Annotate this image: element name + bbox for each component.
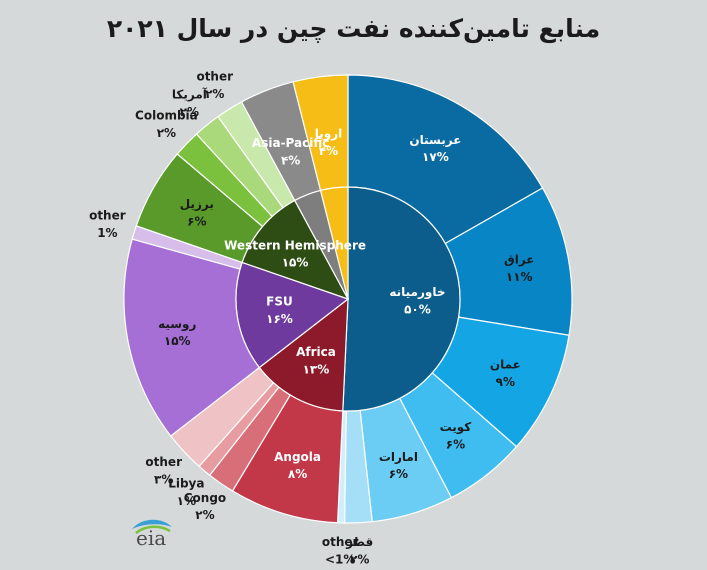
inner-slice-label: Western Hemisphere ۱۵% xyxy=(224,238,366,269)
inner-slice-label: FSU ۱۶% xyxy=(266,295,293,326)
outer-slice-label: other ۳% xyxy=(145,455,182,486)
outer-slice-label: Congo ۲% xyxy=(184,491,226,522)
outer-slice-label: other ۲% xyxy=(196,69,233,100)
eia-logo-icon xyxy=(132,519,172,535)
inner-slice-label: Asia-Pacific ۴% xyxy=(252,136,329,167)
inner-slice-label: اروپا ۴% xyxy=(315,127,343,158)
chart-labels: عربستان ۱۷% عراق ۱۱% عمان ۹% کویت ۶% امارات ۶% قطر… xyxy=(89,69,534,566)
inner-slice-label: Africa ۱۳% xyxy=(296,345,336,376)
eia-logo-text: eia xyxy=(136,526,167,550)
outer-slice-label: عراق ۱۱% xyxy=(504,252,535,283)
outer-slice-label: برزیل ۶% xyxy=(180,197,214,228)
inner-ring xyxy=(235,186,461,412)
inner-slice xyxy=(235,261,350,369)
outer-slice-label: Libya ۱% xyxy=(168,477,204,508)
outer-slice-label: عربستان ۱۷% xyxy=(409,133,461,164)
inner-slice xyxy=(241,199,350,301)
inner-slice xyxy=(258,297,349,412)
outer-slice-label: Angola ۸% xyxy=(274,450,321,481)
outer-ring xyxy=(123,74,573,524)
outer-slice-label: other <1% xyxy=(322,535,359,566)
chart-title: منابع تامین‌کننده نفت چین در سال ۲۰۲۱ xyxy=(106,14,601,43)
outer-slice-label: Colombia ۲% xyxy=(135,109,198,140)
inner-slice xyxy=(319,186,349,300)
inner-slice xyxy=(342,186,461,412)
outer-slice-label: امارات ۶% xyxy=(379,450,418,481)
outer-slice-label: روسیه ۱۵% xyxy=(158,317,196,348)
inner-slice-label: خاورمیانه ۵۰% xyxy=(389,285,445,316)
outer-slice-label: قطر ۲% xyxy=(345,535,373,566)
outer-slice-label: آمریکا ۲% xyxy=(172,87,208,119)
outer-slice-label: other 1% xyxy=(89,208,126,239)
outer-slice-label: کویت ۶% xyxy=(440,420,472,451)
outer-slice-label: عمان ۹% xyxy=(490,358,521,389)
